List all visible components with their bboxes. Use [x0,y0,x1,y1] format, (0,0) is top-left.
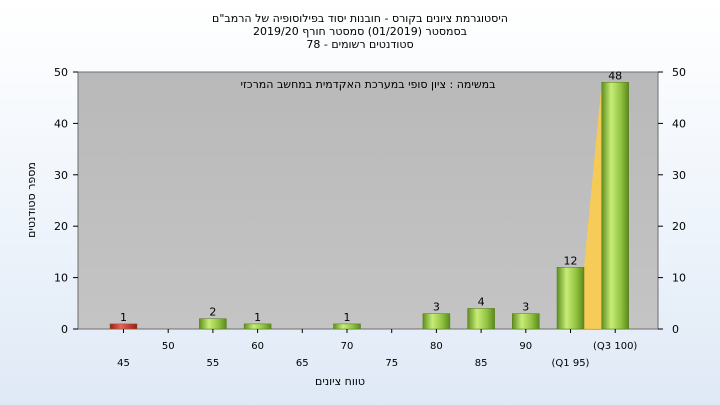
x-tick-label: (Q3 100) [593,341,637,352]
x-tick-label: 50 [162,341,175,352]
x-tick-label: 70 [341,341,354,352]
x-tick-label: 80 [430,341,443,352]
chart-annotation: במשימה : ציון סופי במערכת האקדמית במחשב … [241,78,496,91]
x-tick-label: 55 [207,358,220,369]
quartile-area [584,82,602,329]
y-axis-title: מספר סטודנטים [25,162,38,238]
y-tick-label: 50 [54,66,68,79]
bar-60 [243,323,272,330]
chart-title-line-1: היסטוגרמת ציונים בקורס - חובנות יסוד בפי… [212,12,508,25]
x-axis-title: טווח ציונים [315,375,365,388]
y-tick-label-right: 40 [672,117,686,130]
bar-value-label: 1 [120,311,127,324]
y-tick-label: 0 [61,323,68,336]
bar-90 [512,313,540,330]
x-tick-label: 45 [117,358,130,369]
bar-value-label: 3 [522,301,529,314]
y-axis-right: 0 10 20 30 40 50 [658,66,686,336]
chart-title-line-3: סטודנטים רשומים - 78 [306,38,413,51]
bar-95 [556,267,585,330]
y-tick-label: 30 [54,169,68,182]
y-tick-label-right: 10 [672,272,686,285]
bars [109,82,629,330]
bar-45 [109,323,138,330]
y-tick-label-right: 20 [672,220,686,233]
x-tick-label: 85 [475,358,488,369]
y-tick-label: 10 [54,272,68,285]
y-tick-label-right: 50 [672,66,686,79]
chart-title-line-2: בסמסטר (01/2019) סמסטר חורף 2019/20 [253,25,467,38]
y-tick-label: 40 [54,117,68,130]
bar-value-label: 12 [564,254,578,267]
chart-title: היסטוגרמת ציונים בקורס - חובנות יסוד בפי… [212,12,508,51]
bar-value-label: 48 [608,69,622,82]
bar-55 [199,318,227,330]
y-tick-label-right: 0 [672,323,679,336]
x-tick-label: 65 [296,358,309,369]
x-tick-label: 90 [519,341,532,352]
y-tick-label-right: 30 [672,169,686,182]
x-tick-label: 60 [251,341,264,352]
bar-value-label: 2 [209,306,216,319]
x-tick-label: (Q1 95) [552,358,590,369]
bar-value-label: 4 [478,295,485,308]
bar-85 [467,308,495,330]
bar-value-label: 1 [344,311,351,324]
bar-70 [333,323,361,330]
bar-value-label: 1 [254,311,261,324]
y-axis-left: 0 10 20 30 40 50 [54,66,78,336]
x-axis: 45 50 55 60 65 70 75 80 85 90 (Q1 95)(Q3 100) [117,329,637,369]
bar-value-label: 3 [433,301,440,314]
bar-80 [422,313,451,330]
x-tick-label: 75 [385,358,398,369]
y-tick-label: 20 [54,220,68,233]
bar-100 [601,82,629,330]
